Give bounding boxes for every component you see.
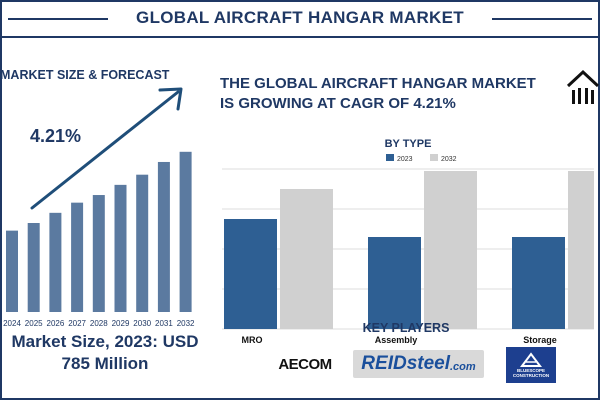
forecast-tick-label: 2032 [177,319,195,328]
market-size-heading: MARKET SIZE & FORECAST [0,68,170,82]
forecast-tick-label: 2027 [68,319,86,328]
cagr-headline-line1: THE GLOBAL AIRCRAFT HANGAR MARKET [220,75,536,92]
forecast-chart: 2024 2025 2026 2027 2028 2029 2030 2031 2032 [3,87,195,328]
reidsteel-logo-main: REIDsteel [361,353,450,374]
cagr-headline: THE GLOBAL AIRCRAFT HANGAR MARKET IS GRO… [220,74,536,114]
legend-swatch-2023 [386,154,394,161]
title-rule-right [492,18,592,20]
chart-title: BY TYPE [385,138,432,150]
forecast-tick-label: 2024 [3,319,21,328]
hangar-icon [566,69,600,104]
aecom-logo: AECOM [278,355,332,373]
bluescope-logo: BLUESCOPE CONSTRUCTION [506,347,556,383]
title-bar: GLOBAL AIRCRAFT HANGAR MARKET [0,0,600,38]
legend-label-2023: 2023 [397,156,413,163]
bar-assembly-2032 [424,171,477,329]
forecast-tick-label: 2025 [25,319,43,328]
bar-mro-2032 [280,189,333,329]
market-size-value-line1: Market Size, 2023: USD [11,332,199,351]
cagr-headline-line2: IS GROWING AT CAGR OF 4.21% [220,95,456,112]
forecast-tick-label: 2031 [155,319,173,328]
forecast-bar-2026 [49,212,62,312]
forecast-bar-2027 [71,202,84,312]
trend-arrow-icon [30,87,183,210]
forecast-tick-label: 2026 [47,319,65,328]
forecast-bar-2031 [157,161,170,312]
bar-storage-2023 [512,237,565,329]
legend-swatch-2032 [430,154,438,161]
bluescope-text-1: BLUESCOPE [516,368,545,373]
forecast-bar-2032 [179,151,192,312]
forecast-bar-2028 [92,195,105,312]
forecast-tick-label: 2028 [90,319,108,328]
forecast-bar-2024 [6,230,18,312]
bar-mro-2023 [224,219,277,329]
cagr-annotation: 4.21% [30,126,82,146]
title-rule-left [8,18,108,20]
by-type-chart: BY TYPE 2023 2032 MRO Assembly Storage [222,133,594,348]
reidsteel-logo: REIDsteel .com [353,350,484,378]
category-label-mro: MRO [242,335,263,345]
key-players-heading: KEY PLAYERS [362,321,450,335]
bar-assembly-2023 [368,237,421,329]
forecast-bar-2025 [27,223,40,312]
forecast-bar-2029 [114,184,127,312]
market-size-panel: MARKET SIZE & FORECAST 2024 2025 2026 2027 2… [0,38,210,400]
forecast-tick-label: 2029 [112,319,130,328]
category-label-assembly: Assembly [375,335,418,345]
bar-storage-2032 [568,171,594,329]
page-title: GLOBAL AIRCRAFT HANGAR MARKET [136,8,464,27]
reidsteel-logo-suffix: .com [450,361,476,373]
type-panel: THE GLOBAL AIRCRAFT HANGAR MARKET IS GRO… [212,38,600,400]
by-type-chart-svg: BY TYPE 2023 2032 MRO Assembly Storage [222,138,594,345]
forecast-tick-label: 2030 [133,319,151,328]
legend-label-2032: 2032 [441,156,457,163]
market-size-value-line2: 785 Million [61,354,149,373]
bluescope-mark-icon [520,352,542,367]
bluescope-text-2: CONSTRUCTION [512,373,550,378]
forecast-bar-2030 [136,174,149,312]
category-label-storage: Storage [523,335,557,345]
